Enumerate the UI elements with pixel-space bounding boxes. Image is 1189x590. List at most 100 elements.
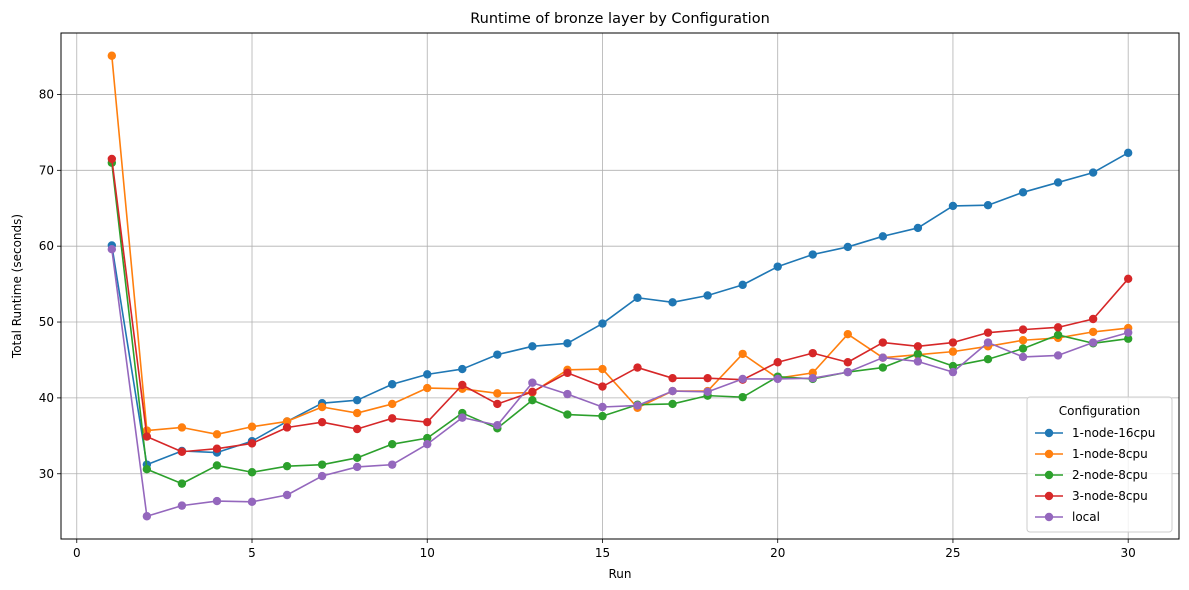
x-axis-title: Run (608, 567, 631, 581)
data-point (598, 411, 607, 421)
data-point (142, 512, 152, 521)
legend-items: 1-node-16cpu 1-node-8cpu 2-node-8cpu 3-node… (1035, 426, 1155, 524)
data-point (1053, 178, 1063, 187)
series-line-2-node-8cpu (111, 162, 1129, 485)
data-point (212, 430, 222, 439)
data-point (107, 154, 117, 164)
y-axis-title: Total Runtime (seconds) (10, 214, 24, 359)
x-tick-label: 30 (1121, 546, 1136, 560)
series-layer (107, 51, 1133, 521)
data-point (387, 380, 397, 389)
legend-item: 3-node-8cpu (1035, 489, 1148, 503)
data-point (773, 358, 782, 367)
data-point (1123, 148, 1133, 158)
data-point (598, 364, 607, 374)
data-point (423, 370, 432, 379)
data-point (1053, 351, 1063, 360)
data-point (177, 501, 187, 510)
data-point (598, 319, 607, 328)
data-point (212, 444, 222, 453)
data-point (913, 349, 923, 359)
legend-swatch-marker (1044, 491, 1054, 501)
series-local (107, 245, 1133, 521)
data-point (1088, 338, 1098, 347)
plot-frame (60, 32, 1180, 540)
data-point (352, 424, 362, 434)
data-point (352, 462, 362, 472)
data-point (598, 402, 607, 412)
data-point (913, 342, 923, 351)
data-point (983, 355, 993, 364)
data-point (282, 423, 292, 432)
data-point (1123, 328, 1133, 337)
legend-swatch-marker (1044, 470, 1054, 480)
grid-layer (61, 33, 1179, 539)
data-point (142, 465, 152, 474)
legend-label: 3-node-8cpu (1072, 489, 1148, 503)
data-point (563, 368, 572, 378)
data-point (948, 201, 958, 211)
data-point (563, 389, 572, 399)
legend-swatch-marker (1044, 449, 1054, 459)
data-point (1088, 168, 1098, 177)
data-point (387, 399, 397, 409)
series-line-3-node-8cpu (111, 158, 1129, 453)
legend-swatch-marker (1044, 512, 1054, 522)
data-point (1053, 330, 1063, 340)
data-point (282, 417, 292, 426)
data-point (773, 374, 782, 384)
data-point (493, 350, 502, 359)
data-point (247, 422, 257, 431)
y-tick-label: 50 (39, 315, 54, 329)
data-point (387, 439, 397, 449)
data-point (528, 387, 537, 397)
data-point (843, 329, 853, 339)
y-tick-label: 40 (39, 391, 54, 405)
data-point (352, 453, 362, 463)
series-line-1-node-16cpu (111, 152, 1129, 466)
data-point (1018, 352, 1028, 362)
data-point (493, 399, 502, 409)
series-line-local (111, 249, 1129, 518)
data-point (493, 389, 502, 398)
data-point (458, 380, 467, 390)
data-point (843, 242, 853, 252)
data-point (1088, 327, 1098, 337)
data-point (458, 364, 467, 374)
data-point (913, 223, 923, 233)
data-point (703, 373, 712, 383)
data-point (878, 338, 888, 347)
data-point (423, 433, 432, 443)
data-point (703, 291, 712, 300)
data-point (1018, 344, 1028, 353)
data-point (352, 395, 362, 405)
data-point (668, 373, 677, 383)
data-point (948, 361, 958, 371)
data-point (668, 399, 677, 409)
x-tick-label: 20 (770, 546, 785, 560)
data-point (808, 348, 817, 358)
data-point (738, 280, 747, 290)
legend: Configuration 1-node-16cpu 1-node-8cpu 2-n… (1026, 396, 1173, 533)
data-point (1123, 334, 1133, 343)
data-point (107, 245, 117, 254)
legend-label: 2-node-8cpu (1072, 468, 1148, 482)
legend-item: local (1035, 510, 1100, 524)
data-point (423, 439, 432, 449)
data-point (493, 421, 502, 430)
tick-layer: 0 5 10 15 20 25 30 30 40 50 60 70 80 (39, 87, 1136, 560)
legend-item: 1-node-8cpu (1035, 447, 1148, 461)
data-point (387, 414, 397, 423)
x-tick-label: 10 (420, 546, 435, 560)
data-point (633, 293, 642, 302)
data-point (878, 363, 888, 372)
data-point (1053, 323, 1063, 332)
legend-item: 1-node-16cpu (1035, 426, 1155, 440)
y-tick-label: 60 (39, 239, 54, 253)
data-point (1018, 336, 1028, 345)
legend-label: 1-node-8cpu (1072, 447, 1148, 461)
data-point (878, 353, 888, 362)
series-2-node-8cpu (107, 158, 1133, 488)
data-point (983, 328, 993, 337)
